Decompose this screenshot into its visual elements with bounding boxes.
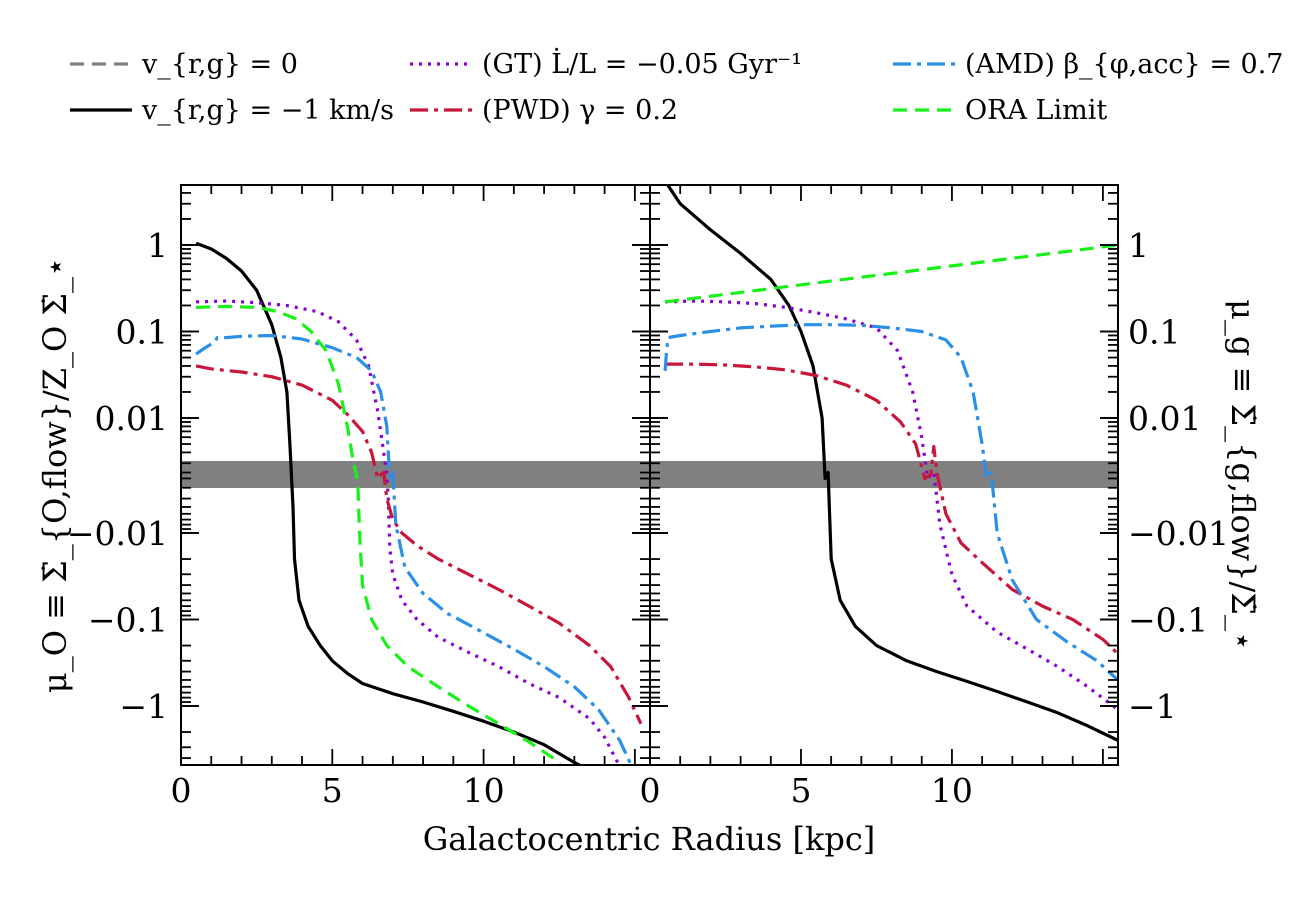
axes-text: 1 0.1 0.01 −0.01 −0.1 −1 1 0.1 0.01 −0.01 −0.1 −1 0 5… (36, 226, 1262, 858)
right-panel (649, 184, 1119, 766)
series-line-ora-right (664, 243, 1118, 304)
linear-region-band (650, 461, 1118, 488)
x-tick-label-right: 10 (931, 771, 973, 810)
series-line-vr1-right (665, 185, 1118, 742)
y-tick-label-right: −0.1 (1128, 601, 1208, 640)
legend-label-pwd: (PWD) γ = 0.2 (482, 95, 678, 126)
series-line-amd-right (663, 323, 1118, 682)
y-axis-label-right: μ_g ≡ Σ̇_{g,flow}/Σ̇_⋆ (1224, 299, 1262, 651)
legend-label-amd: (AMD) β_{φ,acc} = 0.7 (965, 49, 1283, 80)
y-tick-label-left: −1 (119, 687, 168, 726)
y-tick-label-right: 1 (1128, 226, 1149, 265)
y-tick-label-right: 0.01 (1128, 399, 1201, 438)
x-tick-label-right: 5 (790, 771, 811, 810)
y-tick-label-right: −1 (1128, 687, 1177, 726)
series-line-amd-left (195, 333, 633, 765)
linear-region-band (181, 461, 650, 488)
y-tick-label-left: 0.1 (116, 313, 168, 352)
series-line-vr1-left (195, 241, 583, 765)
y-tick-label-right: −0.01 (1128, 514, 1229, 553)
legend-label-vr0: v_{r,g} = 0 (141, 49, 298, 80)
left-panel (180, 184, 651, 766)
x-tick-label-left: 5 (322, 771, 343, 810)
series-line-pwd-left (195, 364, 643, 725)
legend: v_{r,g} = 0 (GT) L̇/L = −0.05 Gyr⁻¹ (AMD) … (70, 47, 1283, 126)
series-line-gt-right (665, 299, 1118, 711)
x-tick-label-left: 10 (463, 771, 505, 810)
x-tick-label-right: 0 (640, 771, 661, 810)
series-line-pwd-right (665, 362, 1118, 656)
y-tick-label-left: 0.01 (95, 399, 168, 438)
y-tick-label-left: −0.1 (88, 601, 168, 640)
y-axis-label-left: μ_O ≡ Σ̇_{O,flow}/Z_O Σ̇_⋆ (36, 257, 74, 693)
x-tick-label-left: 0 (171, 771, 192, 810)
axes-frame (649, 184, 1119, 766)
legend-label-ora: ORA Limit (965, 95, 1107, 126)
legend-label-gt: (GT) L̇/L = −0.05 Gyr⁻¹ (482, 47, 802, 80)
series-line-ora-left (196, 304, 563, 765)
y-tick-label-right: 0.1 (1128, 313, 1180, 352)
legend-label-vr1: v_{r,g} = −1 km/s (141, 95, 394, 126)
y-tick-label-left: −0.01 (67, 514, 168, 553)
x-axis-label: Galactocentric Radius [kpc] (423, 820, 876, 858)
y-tick-label-left: 1 (147, 226, 168, 265)
